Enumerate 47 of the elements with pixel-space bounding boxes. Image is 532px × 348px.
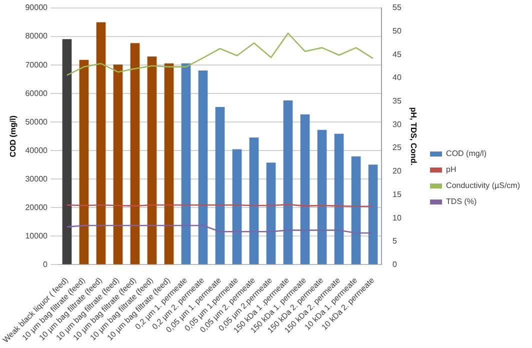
y-tick-label: 30000 (25, 174, 48, 184)
y-tick-label: 40000 (25, 146, 48, 155)
bar (96, 22, 106, 264)
legend-label: COD (mg/l) (446, 149, 487, 158)
y-tick-label: 10000 (25, 231, 48, 240)
y2-tick-label: 30 (392, 120, 402, 129)
bar (368, 164, 378, 264)
bar (249, 138, 259, 264)
y2-tick-label: 40 (392, 73, 402, 82)
y-axis-title: COD (mg/l) (8, 115, 18, 158)
legend-label: Conductivity (µS/cm) (446, 181, 520, 190)
bar (232, 149, 242, 264)
y2-tick-label: 35 (392, 96, 402, 106)
y2-axis-title: pH, TDS, Cond. (409, 107, 418, 166)
bar (113, 64, 123, 264)
y2-tick-label: 5 (392, 236, 398, 246)
bar (317, 130, 327, 264)
bar (334, 134, 344, 264)
bar (300, 114, 310, 264)
y-tick-label: 50000 (25, 117, 48, 126)
legend-label: pH (446, 165, 456, 174)
y-tick-label: 70000 (25, 60, 48, 70)
bar (79, 60, 89, 264)
y-tick-label: 20000 (25, 202, 48, 212)
y2-tick-label: 45 (392, 50, 402, 59)
y-tick-label: 80000 (25, 32, 48, 41)
y2-tick-label: 0 (392, 260, 398, 269)
bar (351, 156, 361, 264)
bar (266, 162, 276, 264)
y2-tick-label: 15 (392, 190, 402, 199)
bar (164, 63, 174, 264)
y-tick-label: 0 (43, 260, 48, 269)
y-tick-label: 90000 (25, 3, 48, 12)
y2-tick-label: 55 (392, 3, 402, 12)
y2-tick-label: 25 (392, 143, 402, 152)
bar (130, 43, 140, 264)
bar (215, 106, 225, 264)
y2-tick-label: 10 (392, 213, 402, 222)
y2-tick-label: 20 (392, 166, 402, 176)
legend-label: TDS (%) (446, 197, 478, 206)
bar (62, 39, 72, 264)
y2-tick-label: 50 (392, 26, 402, 36)
bar (181, 63, 191, 264)
y-tick-label: 60000 (25, 88, 48, 98)
bar (283, 100, 293, 264)
bar (147, 56, 157, 264)
bar (198, 70, 208, 264)
